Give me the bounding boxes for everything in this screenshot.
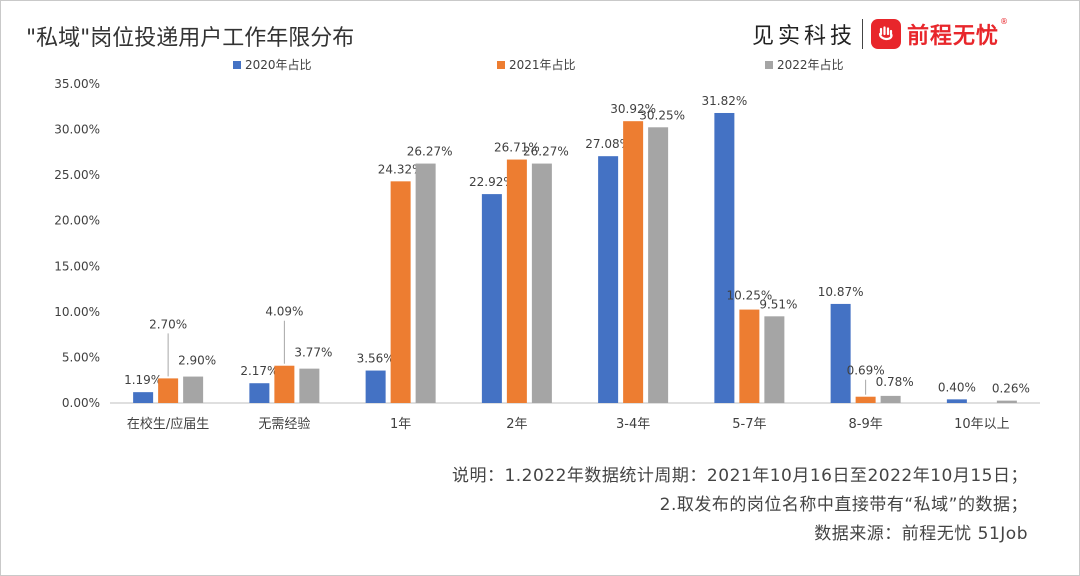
- bar: [365, 370, 386, 403]
- bar: [714, 112, 735, 403]
- data-label: 0.40%: [938, 380, 976, 394]
- bar: [133, 392, 154, 403]
- bar: [880, 395, 901, 403]
- x-tick-label: 10年以上: [954, 417, 1010, 432]
- bar: [739, 309, 760, 403]
- bar: [249, 383, 270, 403]
- data-label: 3.77%: [294, 346, 332, 360]
- data-label: 30.92%: [610, 102, 656, 116]
- y-tick-label: 10.00%: [54, 305, 100, 319]
- legend-swatch: [497, 61, 505, 69]
- data-label: 4.09%: [265, 305, 303, 319]
- data-label: 1.19%: [124, 373, 162, 387]
- data-label: 0.69%: [847, 364, 885, 378]
- bar: [299, 368, 320, 403]
- data-label: 27.08%: [585, 137, 631, 151]
- legend-label: 2020年占比: [245, 57, 312, 72]
- y-tick-label: 5.00%: [62, 350, 100, 364]
- chart-title: "私域"岗位投递用户工作年限分布: [26, 26, 355, 51]
- data-label: 24.32%: [378, 162, 424, 176]
- legend-label: 2022年占比: [777, 57, 844, 72]
- brand-divider: [862, 19, 864, 49]
- data-label: 3.56%: [357, 352, 395, 366]
- data-label: 9.51%: [759, 297, 797, 311]
- bar: [415, 163, 436, 403]
- y-tick-label: 30.00%: [54, 123, 100, 137]
- brand-company: 见实科技: [752, 24, 857, 49]
- bar: [855, 396, 876, 403]
- bar: [946, 399, 967, 403]
- brand-logo-icon: [871, 19, 902, 49]
- data-label: 0.78%: [876, 375, 914, 389]
- bar: [830, 303, 851, 403]
- data-label: 2.70%: [149, 317, 187, 331]
- data-label: 26.27%: [523, 145, 569, 159]
- y-tick-label: 35.00%: [54, 77, 100, 91]
- data-label: 2.90%: [178, 354, 216, 368]
- bar: [390, 181, 411, 403]
- data-label: 0.26%: [992, 382, 1030, 396]
- legend-swatch: [233, 61, 241, 69]
- data-label: 22.92%: [469, 175, 515, 189]
- brand-partner: 前程无忧: [907, 24, 1000, 49]
- legend-swatch: [765, 61, 773, 69]
- x-tick-label: 无需经验: [258, 416, 310, 432]
- data-label: 31.82%: [701, 94, 747, 108]
- bar: [274, 365, 295, 403]
- bar: [506, 159, 527, 403]
- data-label: 26.27%: [407, 145, 453, 159]
- footnotes: 说明：1.2022年数据统计周期：2021年10月16日至2022年10月15日…: [452, 462, 1028, 549]
- footnote-line-1: 说明：1.2022年数据统计周期：2021年10月16日至2022年10月15日…: [451, 466, 1028, 486]
- bar: [648, 127, 669, 404]
- y-tick-label: 20.00%: [54, 214, 100, 228]
- footnote-line-2: 2.取发布的岗位名称中直接带有“私域”的数据；: [659, 495, 1028, 515]
- footnote-line-3: 数据来源：前程无忧 51Job: [814, 524, 1028, 544]
- bar: [623, 121, 644, 404]
- bar: [764, 316, 785, 403]
- data-label: 30.25%: [639, 108, 685, 122]
- bar: [531, 163, 552, 403]
- x-tick-label: 1年: [390, 417, 411, 432]
- data-label: 10.87%: [818, 285, 864, 299]
- brand-registered-mark: ®: [1000, 17, 1009, 26]
- legend-label: 2021年占比: [509, 57, 576, 72]
- x-tick-label: 8-9年: [849, 417, 883, 432]
- x-tick-label: 2年: [506, 417, 527, 432]
- y-tick-label: 25.00%: [54, 168, 100, 182]
- bar: [996, 400, 1017, 403]
- x-tick-label: 5-7年: [732, 417, 766, 432]
- x-tick-label: 在校生/应届生: [127, 416, 209, 432]
- data-label: 26.71%: [494, 141, 540, 155]
- data-label: 2.17%: [240, 364, 278, 378]
- brand-area: 见实科技 前程无忧 ®: [752, 17, 1008, 51]
- bar: [183, 376, 204, 403]
- y-tick-label: 15.00%: [54, 259, 100, 273]
- bar: [481, 194, 502, 403]
- data-label: 10.25%: [726, 289, 772, 303]
- y-tick-label: 0.00%: [62, 396, 100, 410]
- bar: [158, 378, 179, 403]
- x-tick-label: 3-4年: [616, 417, 650, 432]
- bar: [598, 156, 619, 403]
